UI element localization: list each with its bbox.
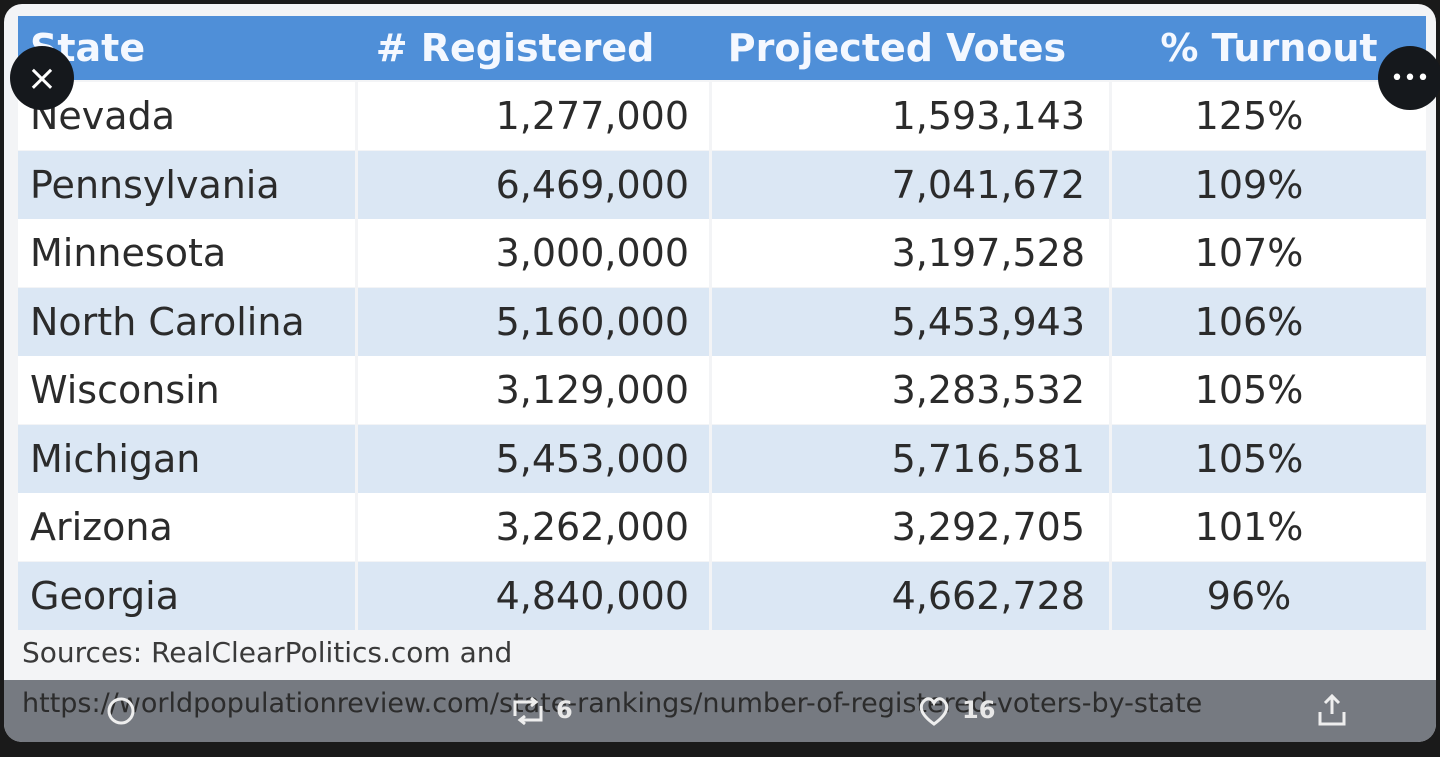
close-button[interactable]: × xyxy=(10,46,74,110)
header-cell: # Registered xyxy=(375,26,655,70)
table-cell: 105% xyxy=(1194,436,1304,481)
table-cell: Georgia xyxy=(18,561,358,630)
header-row: State # Registered Projected Votes % Tur… xyxy=(18,16,1426,80)
table-cell: 105% xyxy=(1194,368,1304,412)
table-cell: 107% xyxy=(1194,231,1304,275)
table-cell: 5,716,581 xyxy=(712,424,1112,493)
table-cell: 106% xyxy=(1194,299,1304,344)
table-row: Wisconsin 3,129,000 3,283,532 105% xyxy=(18,356,1426,424)
table-cell: 3,292,705 xyxy=(712,493,1112,561)
tweet-image: State # Registered Projected Votes % Tur… xyxy=(4,4,1436,742)
table-cell: 6,469,000 xyxy=(358,150,712,219)
table-cell: Wisconsin xyxy=(18,356,358,424)
table-cell: 3,129,000 xyxy=(358,356,712,424)
table-cell: Arizona xyxy=(18,493,358,561)
table-row: Pennsylvania 6,469,000 7,041,672 109% xyxy=(18,150,1426,219)
table-row: Minnesota 3,000,000 3,197,528 107% xyxy=(18,219,1426,287)
header-cell: % Turnout xyxy=(1160,26,1378,70)
table-cell: 3,197,528 xyxy=(712,219,1112,287)
table-cell: 4,662,728 xyxy=(712,561,1112,630)
table-row: Michigan 5,453,000 5,716,581 105% xyxy=(18,424,1426,493)
more-button[interactable]: ••• xyxy=(1378,46,1440,110)
table-cell: 5,160,000 xyxy=(358,287,712,356)
table-cell: 101% xyxy=(1194,505,1304,549)
table-cell: 1,593,143 xyxy=(712,82,1112,150)
reply-icon[interactable] xyxy=(104,694,138,728)
source-text: Sources: RealClearPolitics.com and xyxy=(22,636,513,669)
header-cell: Projected Votes xyxy=(727,26,1067,70)
action-bar: https://worldpopulationreview.com/state-… xyxy=(4,680,1436,742)
table-cell: 5,453,000 xyxy=(358,424,712,493)
table-cell: 5,453,943 xyxy=(712,287,1112,356)
table-cell: North Carolina xyxy=(18,287,358,356)
table-cell: 4,840,000 xyxy=(358,561,712,630)
table-cell: 3,262,000 xyxy=(358,493,712,561)
table-row: Nevada 1,277,000 1,593,143 125% xyxy=(18,82,1426,150)
table-cell: Michigan xyxy=(18,424,358,493)
retweet-count: 6 xyxy=(556,696,573,724)
table-row: Georgia 4,840,000 4,662,728 96% xyxy=(18,561,1426,630)
table-cell: 125% xyxy=(1194,94,1304,138)
table-cell: 96% xyxy=(1206,573,1292,618)
source-url: https://worldpopulationreview.com/state-… xyxy=(22,688,1203,719)
like-icon[interactable] xyxy=(916,694,952,728)
table-cell: 1,277,000 xyxy=(358,82,712,150)
share-icon[interactable] xyxy=(1314,692,1350,728)
retweet-icon[interactable] xyxy=(509,694,547,728)
table-row: North Carolina 5,160,000 5,453,943 106% xyxy=(18,287,1426,356)
table-cell: Pennsylvania xyxy=(18,150,358,219)
table-cell: 7,041,672 xyxy=(712,150,1112,219)
table-cell: Minnesota xyxy=(18,219,358,287)
table-cell: 109% xyxy=(1194,162,1304,207)
table-cell: 3,000,000 xyxy=(358,219,712,287)
table-cell: 3,283,532 xyxy=(712,356,1112,424)
table-row: Arizona 3,262,000 3,292,705 101% xyxy=(18,493,1426,561)
table-cell: Nevada xyxy=(18,82,358,150)
like-count: 16 xyxy=(962,696,996,724)
